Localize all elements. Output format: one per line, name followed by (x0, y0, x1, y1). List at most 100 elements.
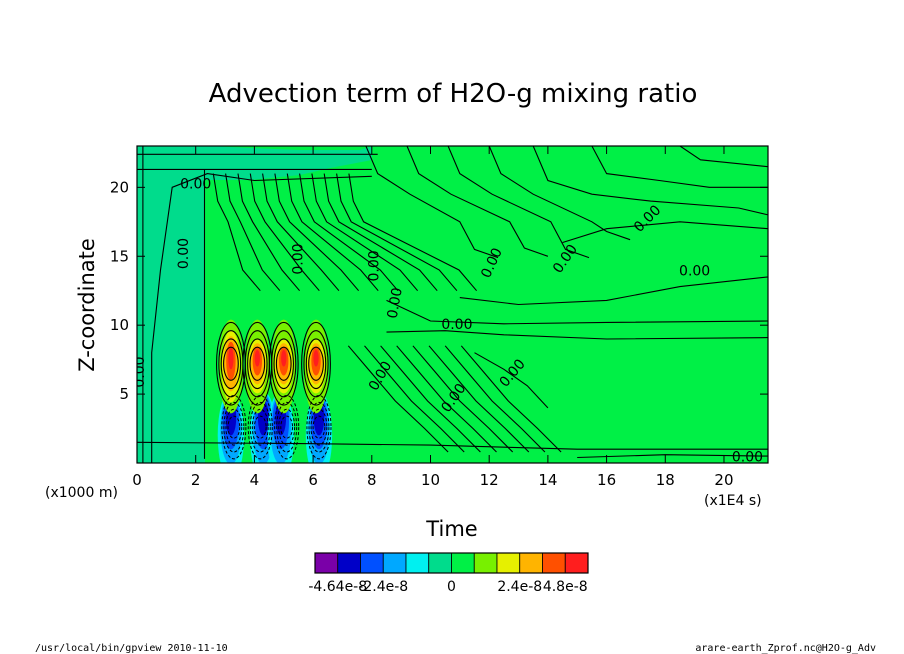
contour-line (225, 408, 243, 446)
contour-line (249, 401, 271, 453)
contour-line (227, 415, 241, 439)
contour-line (488, 146, 631, 241)
contour-line (274, 173, 360, 292)
colorbar-swatch (496, 552, 521, 574)
plot-frame (136, 145, 769, 464)
contour-line (591, 146, 768, 188)
contour-label: 0.00 (385, 286, 406, 319)
footer-right: arare-earth_Zprof.nc@H2O-g_Adv (695, 643, 876, 654)
colorbar-swatch (428, 552, 452, 574)
x-axis: 0 2 4 6 8 10 12 14 16 18 20 (132, 146, 734, 489)
contour-line (312, 415, 326, 439)
contour-line (249, 346, 266, 381)
contour-line (212, 173, 261, 292)
contour-line (365, 146, 499, 259)
colorbar-swatch (451, 552, 475, 574)
contour-line (225, 173, 281, 292)
colorbar-swatch (519, 552, 543, 574)
contour-line (276, 401, 298, 453)
contour-line (301, 321, 331, 406)
x-tick-label: 20 (714, 471, 733, 489)
colorbar-tick-label: 2.4e-8 (497, 579, 542, 595)
contour-line (347, 345, 449, 453)
colorbar-swatch (405, 552, 430, 574)
chart-title: Advection term of H2O-g mixing ratio (209, 79, 698, 109)
positive-cell (313, 349, 319, 367)
contour-line (247, 394, 273, 460)
contour-label: 0.00 (180, 177, 211, 193)
contour-label: 0.00 (367, 250, 383, 281)
x-tick-label: 12 (480, 471, 499, 489)
contour-label: 0.00 (132, 356, 148, 387)
colorbar-swatch (314, 552, 339, 574)
contour-line (532, 146, 768, 216)
colorbar-tick-label: 4.8e-8 (543, 579, 588, 595)
x-tick-label: 16 (597, 471, 616, 489)
x-tick-label: 18 (656, 471, 675, 489)
contour-line (249, 173, 320, 292)
contour-line (386, 330, 768, 340)
colorbar-tick-label: -2.4e-8 (358, 579, 408, 595)
contour-line (275, 346, 292, 381)
y-tick-label: 15 (110, 247, 129, 265)
colorbar-swatch (337, 552, 361, 574)
contour-line (247, 338, 268, 390)
contour-label: 0.00 (290, 243, 306, 274)
x-unit-label: (x1E4 s) (704, 493, 762, 509)
contour-line (679, 146, 768, 168)
contour-line (444, 345, 546, 453)
x-tick-label: 8 (367, 471, 377, 489)
colorbar-frame (314, 552, 589, 574)
contour-line (308, 401, 330, 453)
contour-line (380, 345, 481, 453)
x-tick-label: 2 (191, 471, 201, 489)
contour-line (308, 346, 324, 381)
colorbar: -4.64e-8-2.4e-8 0 2.4e-8 4.8e-8 (308, 552, 589, 595)
contour-line (428, 345, 530, 453)
positive-cell (281, 349, 287, 367)
colorbar-swatch (473, 552, 498, 574)
y-unit-label: (x1000 m) (45, 485, 118, 501)
contour-label: 0.00 (176, 238, 192, 269)
convection-cells (217, 319, 333, 463)
contour-line (460, 345, 562, 453)
contour-line (303, 330, 329, 398)
contour-line (310, 408, 328, 446)
contour-label: 0.00 (732, 449, 763, 465)
x-tick-label: 10 (421, 471, 440, 489)
contour-line (459, 276, 768, 306)
contour-label: 0.00 (441, 317, 472, 333)
x-tick-label: 4 (250, 471, 260, 489)
contour-label: 0.00 (679, 263, 710, 279)
contour-line (348, 173, 478, 292)
y-axis: 5 10 15 20 (110, 178, 768, 403)
contour-line (562, 221, 768, 244)
contour-line (306, 394, 332, 460)
contour-line (278, 408, 296, 446)
contour-line (271, 330, 297, 398)
contour-line (299, 173, 399, 292)
contour-line (396, 345, 497, 453)
contour-line (262, 173, 340, 292)
footer-left: /usr/local/bin/gpview 2010-11-10 (35, 643, 228, 654)
contour-line (237, 173, 301, 292)
positive-cell (254, 349, 260, 367)
y-tick-label: 20 (110, 178, 129, 196)
contour-line (268, 321, 299, 406)
x-tick-label: 0 (132, 471, 142, 489)
contour-line (221, 394, 247, 460)
colorbar-swatch (542, 552, 566, 574)
y-tick-label: 10 (110, 316, 129, 334)
contour-line (273, 338, 294, 390)
contour-line (223, 346, 239, 381)
positive-cell (228, 347, 234, 370)
y-axis-title: Z-coordinate (75, 238, 99, 372)
contour-line (253, 415, 267, 439)
x-tick-label: 14 (538, 471, 557, 489)
colorbar-swatch (382, 552, 407, 574)
contour-line (447, 146, 590, 259)
contour-line (364, 345, 465, 453)
contour-line (336, 173, 458, 292)
contour-line (220, 338, 242, 390)
